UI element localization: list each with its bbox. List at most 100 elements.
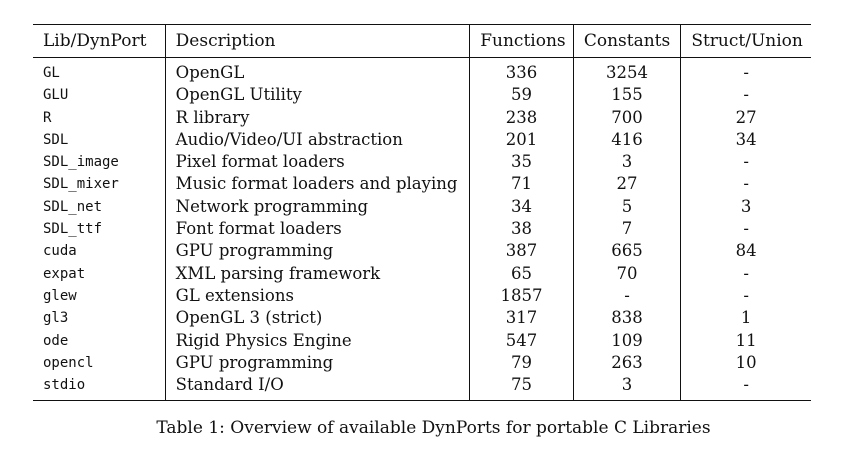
cell-lib: SDL_image: [43, 154, 119, 171]
cell-constants: 27: [572, 173, 681, 196]
cell-lib: expat: [43, 265, 86, 282]
cell-functions: 38: [469, 218, 574, 241]
cell-lib: ode: [43, 332, 69, 349]
cell-description: Network programming: [164, 195, 470, 219]
cell-struct-union: 3: [680, 195, 811, 219]
cell-constants: 700: [572, 106, 681, 129]
cell-description: OpenGL 3 (strict): [164, 307, 470, 330]
cell-description: XML parsing framework: [164, 262, 470, 285]
cell-struct-union: -: [680, 284, 811, 308]
header-constants: Constants: [572, 24, 681, 58]
cell-lib: opencl: [43, 354, 94, 371]
cell-lib: R: [43, 109, 52, 126]
cell-struct-union: -: [680, 262, 811, 285]
cell-lib: cuda: [43, 243, 77, 260]
cell-lib: SDL: [43, 131, 69, 148]
cell-description: GPU programming: [164, 240, 470, 263]
cell-description: Font format loaders: [164, 218, 470, 241]
header-struct-union: Struct/Union: [680, 24, 811, 58]
table-row: SDL_net Network programming 34 5 3: [33, 195, 811, 219]
cell-description: Rigid Physics Engine: [164, 329, 470, 352]
cell-functions: 336: [469, 57, 574, 85]
dynports-table: Lib/DynPort Description Functions Consta…: [33, 24, 811, 401]
cell-description: GL extensions: [164, 284, 470, 308]
cell-functions: 238: [469, 106, 574, 129]
table-caption: Table 1: Overview of available DynPorts …: [156, 418, 711, 438]
header-functions: Functions: [469, 24, 574, 58]
dynports-table-container: Lib/DynPort Description Functions Consta…: [33, 24, 811, 401]
header-lib: Lib/DynPort: [43, 31, 147, 51]
cell-functions: 75: [469, 374, 574, 401]
table-row: ode Rigid Physics Engine 547 109 11: [33, 329, 811, 352]
cell-struct-union: 84: [680, 240, 811, 263]
cell-description: GPU programming: [164, 351, 470, 375]
table-row: SDL_ttf Font format loaders 38 7-: [33, 218, 811, 241]
cell-constants: 3254: [572, 57, 681, 85]
cell-description: OpenGL: [164, 57, 470, 85]
cell-constants: 838: [572, 307, 681, 330]
cell-lib: stdio: [43, 377, 86, 394]
cell-functions: 1857: [469, 284, 574, 308]
cell-functions: 59: [469, 84, 574, 107]
cell-lib: gl3: [43, 310, 69, 327]
cell-struct-union: -: [680, 57, 811, 85]
cell-constants: 7: [572, 218, 681, 241]
header-row: Lib/DynPort Description Functions Consta…: [33, 24, 811, 58]
cell-description: Audio/Video/UI abstraction: [164, 128, 470, 152]
cell-struct-union: 11: [680, 329, 811, 352]
cell-functions: 547: [469, 329, 574, 352]
cell-constants: 3: [572, 151, 681, 174]
cell-struct-union: -: [680, 218, 811, 241]
table-row: cuda GPU programming 387 665 84: [33, 240, 811, 263]
cell-constants: 3: [572, 374, 681, 401]
cell-struct-union: 27: [680, 106, 811, 129]
cell-description: Standard I/O: [164, 374, 470, 401]
cell-lib: GL: [43, 65, 60, 81]
cell-lib: SDL_ttf: [43, 221, 103, 238]
cell-lib: SDL_net: [43, 198, 103, 215]
cell-lib: GLU: [43, 87, 69, 104]
cell-functions: 79: [469, 351, 574, 375]
table-row: SDL_image Pixel format loaders 35 3-: [33, 151, 811, 174]
table-row: GL OpenGL 336 3254-: [33, 57, 811, 85]
cell-constants: 416: [572, 128, 681, 152]
header-description: Description: [164, 24, 470, 58]
cell-functions: 387: [469, 240, 574, 263]
table-header: Lib/DynPort Description Functions Consta…: [33, 24, 811, 58]
cell-struct-union: 10: [680, 351, 811, 375]
cell-struct-union: -: [680, 84, 811, 107]
cell-constants: 109: [572, 329, 681, 352]
cell-functions: 71: [469, 173, 574, 196]
cell-struct-union: -: [680, 173, 811, 196]
table-row: opencl GPU programming 79 263 10: [33, 351, 811, 375]
cell-struct-union: -: [680, 374, 811, 401]
table-row: R R library 238 700 27: [33, 106, 811, 129]
table-row: stdio Standard I/O 75 3-: [33, 374, 811, 401]
cell-lib: glew: [43, 287, 77, 304]
cell-functions: 35: [469, 151, 574, 174]
cell-description: Music format loaders and playing: [164, 173, 470, 196]
cell-description: OpenGL Utility: [164, 84, 470, 107]
cell-struct-union: 34: [680, 128, 811, 152]
table-row: GLU OpenGL Utility 59 155-: [33, 84, 811, 107]
table-body: GL OpenGL 336 3254- GLU OpenGL Utility 59 155- R…: [33, 57, 811, 401]
cell-constants: 665: [572, 240, 681, 263]
table-row: gl3 OpenGL 3 (strict) 317 838 1: [33, 307, 811, 330]
cell-description: Pixel format loaders: [164, 151, 470, 174]
table-row: SDL_mixer Music format loaders and playin…: [33, 173, 811, 196]
cell-constants: 155: [572, 84, 681, 107]
cell-struct-union: 1: [680, 307, 811, 330]
cell-constants: 70: [572, 262, 681, 285]
cell-functions: 201: [469, 128, 574, 152]
cell-lib: SDL_mixer: [43, 176, 119, 193]
cell-description: R library: [164, 106, 470, 129]
cell-struct-union: -: [680, 151, 811, 174]
cell-functions: 65: [469, 262, 574, 285]
cell-constants: -: [572, 284, 681, 308]
table-row: SDL Audio/Video/UI abstraction 201 416 34: [33, 128, 811, 152]
table-row: glew GL extensions 1857- -: [33, 284, 811, 308]
cell-constants: 263: [572, 351, 681, 375]
table-row: expat XML parsing framework 65 70-: [33, 262, 811, 285]
cell-functions: 317: [469, 307, 574, 330]
cell-constants: 5: [572, 195, 681, 219]
